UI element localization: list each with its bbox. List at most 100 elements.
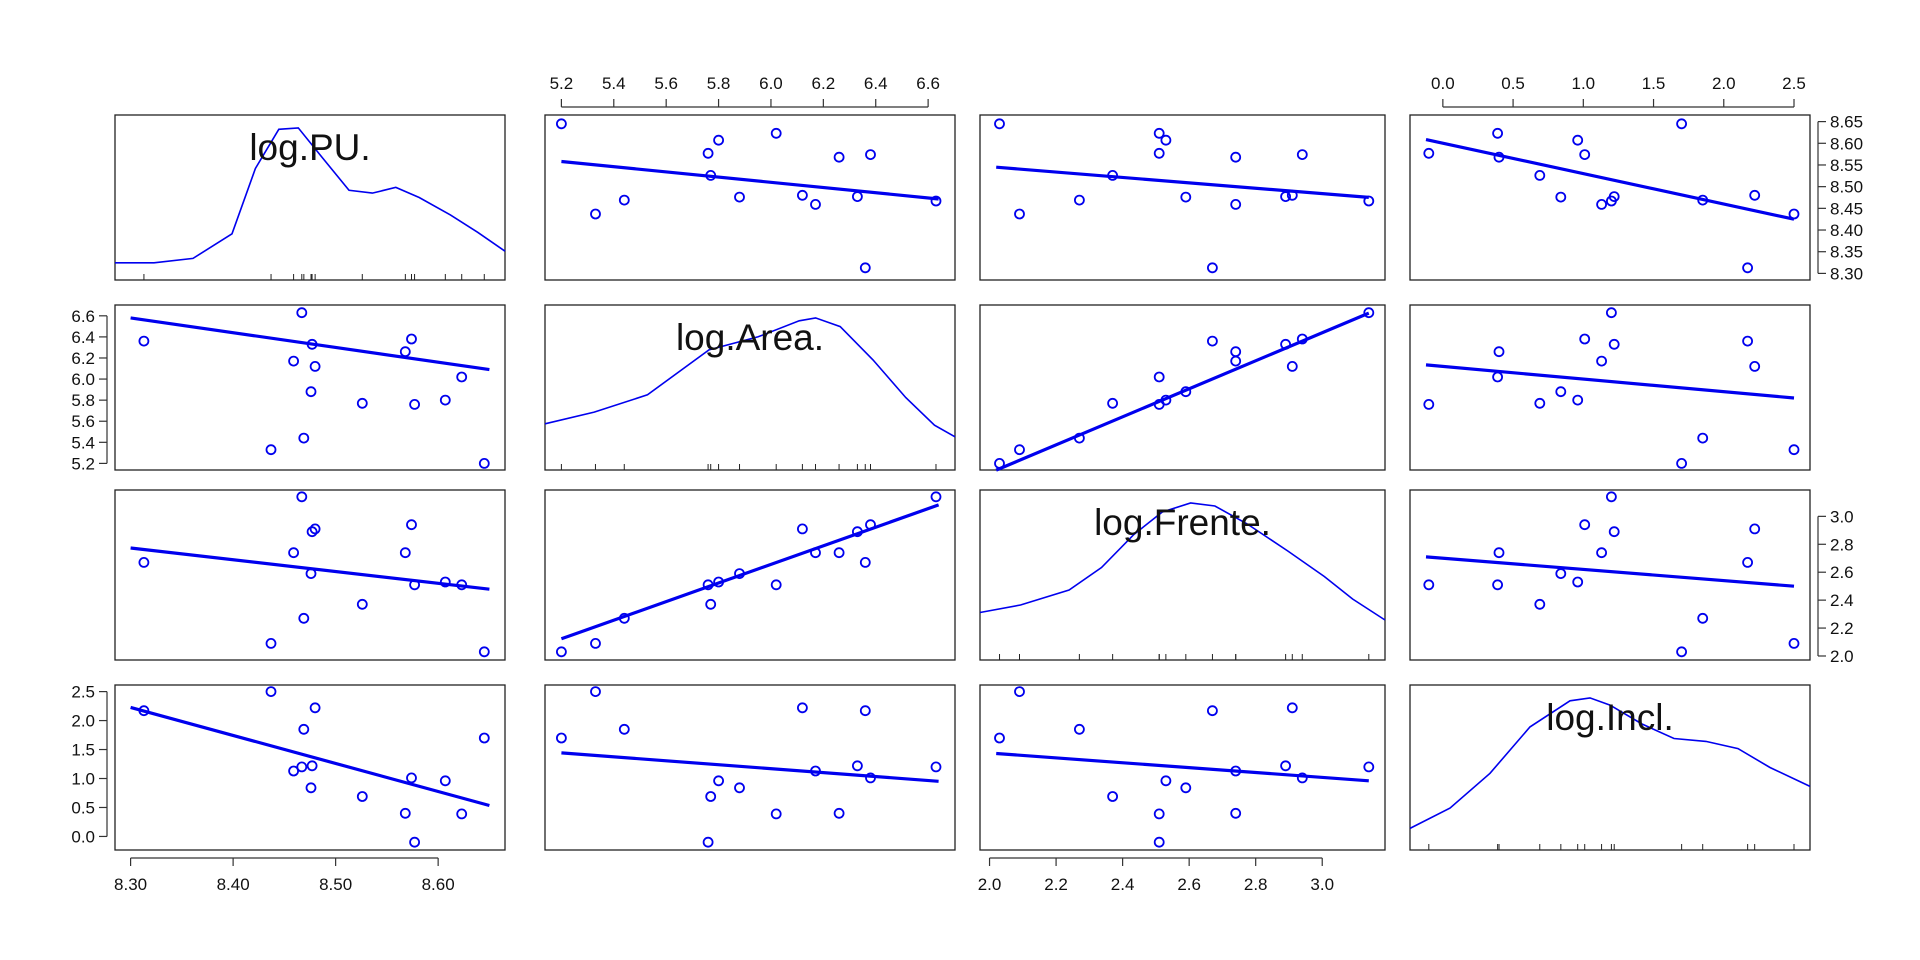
panel-log-pu-vs-log-frente-point-6: [1180, 191, 1192, 203]
panel-log-frente-vs-log-frente-frame: [979, 489, 1386, 661]
panel-log-frente-vs-log-pu-fit-line: [130, 546, 490, 591]
panel-log-frente-vs-log-pu-point-1: [265, 638, 277, 649]
panel-log-pu-vs-log-frente-point-1: [1014, 208, 1025, 220]
panel-log-incl-vs-log-frente-point-11: [1280, 760, 1291, 772]
ytick-label-log-frente-2: 2.4: [1830, 591, 1854, 610]
panel-log-pu-vs-log-area-point-5: [713, 134, 724, 146]
panel-log-area-vs-log-incl-point-10: [1493, 346, 1505, 358]
panel-log-frente-vs-log-pu-point-10: [399, 547, 411, 559]
panel-log-pu-vs-log-area-point-6: [734, 191, 745, 203]
panel-log-frente-vs-log-pu-point-14: [296, 491, 308, 503]
panel-log-area-vs-log-pu-point-3: [409, 398, 421, 410]
ytick-label-log-area-2: 5.6: [71, 412, 95, 431]
tick-label-log-pu-2: 8.50: [319, 875, 352, 894]
panel-log-area-vs-log-frente-point-12: [1207, 335, 1218, 347]
ytick-label-log-area-5: 6.2: [71, 349, 95, 368]
panel-log-frente-vs-log-incl-point-12: [1742, 557, 1753, 568]
panel-log-area-vs-log-frente-point-4: [1107, 397, 1118, 409]
panel-log-pu-vs-log-area-fit-line: [561, 159, 939, 201]
panel-log-frente-vs-log-pu-point-0: [478, 646, 490, 658]
panel-log-area-vs-log-pu-fit-line: [130, 316, 490, 372]
panel-log-incl-vs-log-area-point-1: [590, 686, 601, 697]
panel-log-incl-vs-log-area-point-4: [705, 791, 717, 802]
panel-log-area-vs-log-frente-point-10: [1230, 346, 1242, 358]
panel-log-pu-vs-log-incl-point-14: [1606, 195, 1617, 207]
panel-log-frente-vs-log-incl-point-8: [1749, 523, 1761, 535]
tick-label-log-area-1: 5.4: [602, 74, 626, 93]
panel-log-pu-vs-log-area-point-1: [590, 208, 601, 220]
tick-label-log-pu-0: 8.30: [114, 875, 147, 894]
tick-label-log-frente-5: 3.0: [1310, 875, 1334, 894]
panel-log-area-vs-log-incl-point-6: [1555, 386, 1567, 398]
panel-log-pu-vs-log-frente-point-12: [1207, 262, 1218, 274]
panel-log-pu-vs-log-incl-frame: [1409, 114, 1811, 281]
panel-log-incl-vs-log-frente-point-5: [1160, 775, 1172, 787]
ytick-label-log-area-0: 5.2: [71, 454, 95, 473]
panel-log-area-vs-log-frente-point-7: [1153, 371, 1165, 383]
ytick-label-log-incl-5: 2.5: [71, 683, 95, 702]
panel-log-incl-vs-log-frente-point-14: [1363, 761, 1375, 773]
panel-log-incl-vs-log-frente-point-2: [1074, 723, 1085, 735]
panel-log-area-vs-log-incl-point-13: [1579, 333, 1591, 345]
panel-log-pu-vs-log-frente-point-2: [1074, 194, 1085, 206]
panel-log-frente-vs-log-area-point-12: [859, 557, 871, 568]
panel-log-pu-vs-log-area-point-14: [930, 195, 942, 207]
panel-log-pu-vs-log-frente-point-0: [994, 118, 1005, 130]
panel-log-pu-vs-log-area-point-9: [810, 198, 821, 210]
tick-label-log-frente-1: 2.2: [1044, 875, 1068, 894]
panel-log-area-vs-log-frente-frame: [979, 304, 1386, 471]
panel-log-area-vs-log-pu-point-9: [288, 355, 300, 367]
panel-log-pu-vs-log-frente-point-7: [1153, 127, 1165, 139]
panel-log-frente-vs-log-pu-point-4: [356, 598, 368, 610]
panel-log-area-vs-log-pu-point-8: [309, 360, 321, 372]
tick-label-log-area-0: 5.2: [550, 74, 574, 93]
panel-log-pu-vs-log-area-point-10: [833, 151, 845, 163]
panel-log-area-vs-log-frente-point-14: [1363, 307, 1375, 319]
panel-log-pu-vs-log-incl-point-0: [1676, 118, 1687, 130]
panel-log-incl-vs-log-area-point-5: [713, 775, 724, 787]
panel-log-pu-vs-log-incl-point-8: [1749, 189, 1761, 201]
panel-log-pu-vs-log-incl-point-4: [1534, 169, 1546, 181]
panel-log-incl-vs-log-pu-point-3: [409, 836, 421, 848]
ytick-label-log-area-6: 6.4: [71, 328, 95, 347]
panel-log-pu-vs-log-area-point-3: [702, 147, 714, 159]
panel-log-frente-vs-log-area-point-8: [797, 523, 808, 535]
panel-log-pu-vs-log-frente-point-9: [1230, 198, 1242, 210]
panel-log-frente-vs-log-area-frame: [544, 489, 956, 661]
log-pu-density-curve: [115, 127, 506, 264]
panel-log-area-vs-log-incl-point-7: [1492, 371, 1503, 383]
panel-log-incl-vs-log-frente-frame: [979, 684, 1386, 851]
panel-log-incl-vs-log-frente-fit-line: [996, 751, 1369, 783]
panel-log-incl-vs-log-area-point-0: [556, 732, 567, 744]
panel-log-area-vs-log-incl-point-4: [1534, 397, 1546, 409]
log-frente-density-curve: [979, 502, 1386, 621]
panel-log-incl-vs-log-area-point-7: [770, 808, 782, 820]
panel-log-frente-vs-log-incl-point-5: [1572, 576, 1584, 588]
tick-label-log-incl-0: 0.0: [1431, 74, 1455, 93]
panel-log-area-vs-log-frente-point-1: [1014, 444, 1025, 456]
panel-log-area-vs-log-pu-point-13: [406, 333, 417, 345]
panel-log-frente-vs-log-incl-point-2: [1697, 612, 1709, 624]
panel-log-incl-vs-log-frente-point-12: [1207, 705, 1218, 717]
tick-label-log-frente-4: 2.8: [1244, 875, 1268, 894]
panel-log-area-vs-log-incl-point-14: [1606, 307, 1617, 319]
panel-log-area-vs-log-pu-point-6: [305, 386, 317, 398]
panel-log-incl-vs-log-area-point-3: [702, 836, 714, 848]
panel-log-frente-vs-log-pu-point-8: [309, 523, 321, 535]
panel-log-pu-vs-log-area-point-2: [618, 194, 630, 206]
ytick-label-log-frente-1: 2.2: [1830, 619, 1854, 638]
panel-log-area-vs-log-pu-point-2: [298, 432, 310, 444]
tick-label-log-incl-2: 1.0: [1571, 74, 1595, 93]
ytick-label-log-pu-6: 8.60: [1830, 134, 1863, 153]
panel-log-incl-vs-log-pu-point-8: [309, 702, 321, 714]
panel-log-pu-vs-log-incl-point-6: [1555, 191, 1567, 203]
panel-log-frente-vs-log-pu-point-13: [406, 519, 417, 531]
panel-log-pu-vs-log-incl-fit-line: [1425, 138, 1795, 221]
ytick-label-log-incl-3: 1.5: [71, 741, 95, 760]
panel-log-incl-vs-log-pu-point-11: [306, 760, 318, 772]
panel-log-area-vs-log-pu-point-7: [456, 371, 468, 383]
ytick-label-log-area-1: 5.4: [71, 433, 95, 452]
panel-log-area-vs-log-frente-point-8: [1286, 360, 1298, 372]
panel-log-frente-vs-log-area-point-0: [556, 646, 567, 658]
ytick-label-log-area-3: 5.8: [71, 391, 95, 410]
